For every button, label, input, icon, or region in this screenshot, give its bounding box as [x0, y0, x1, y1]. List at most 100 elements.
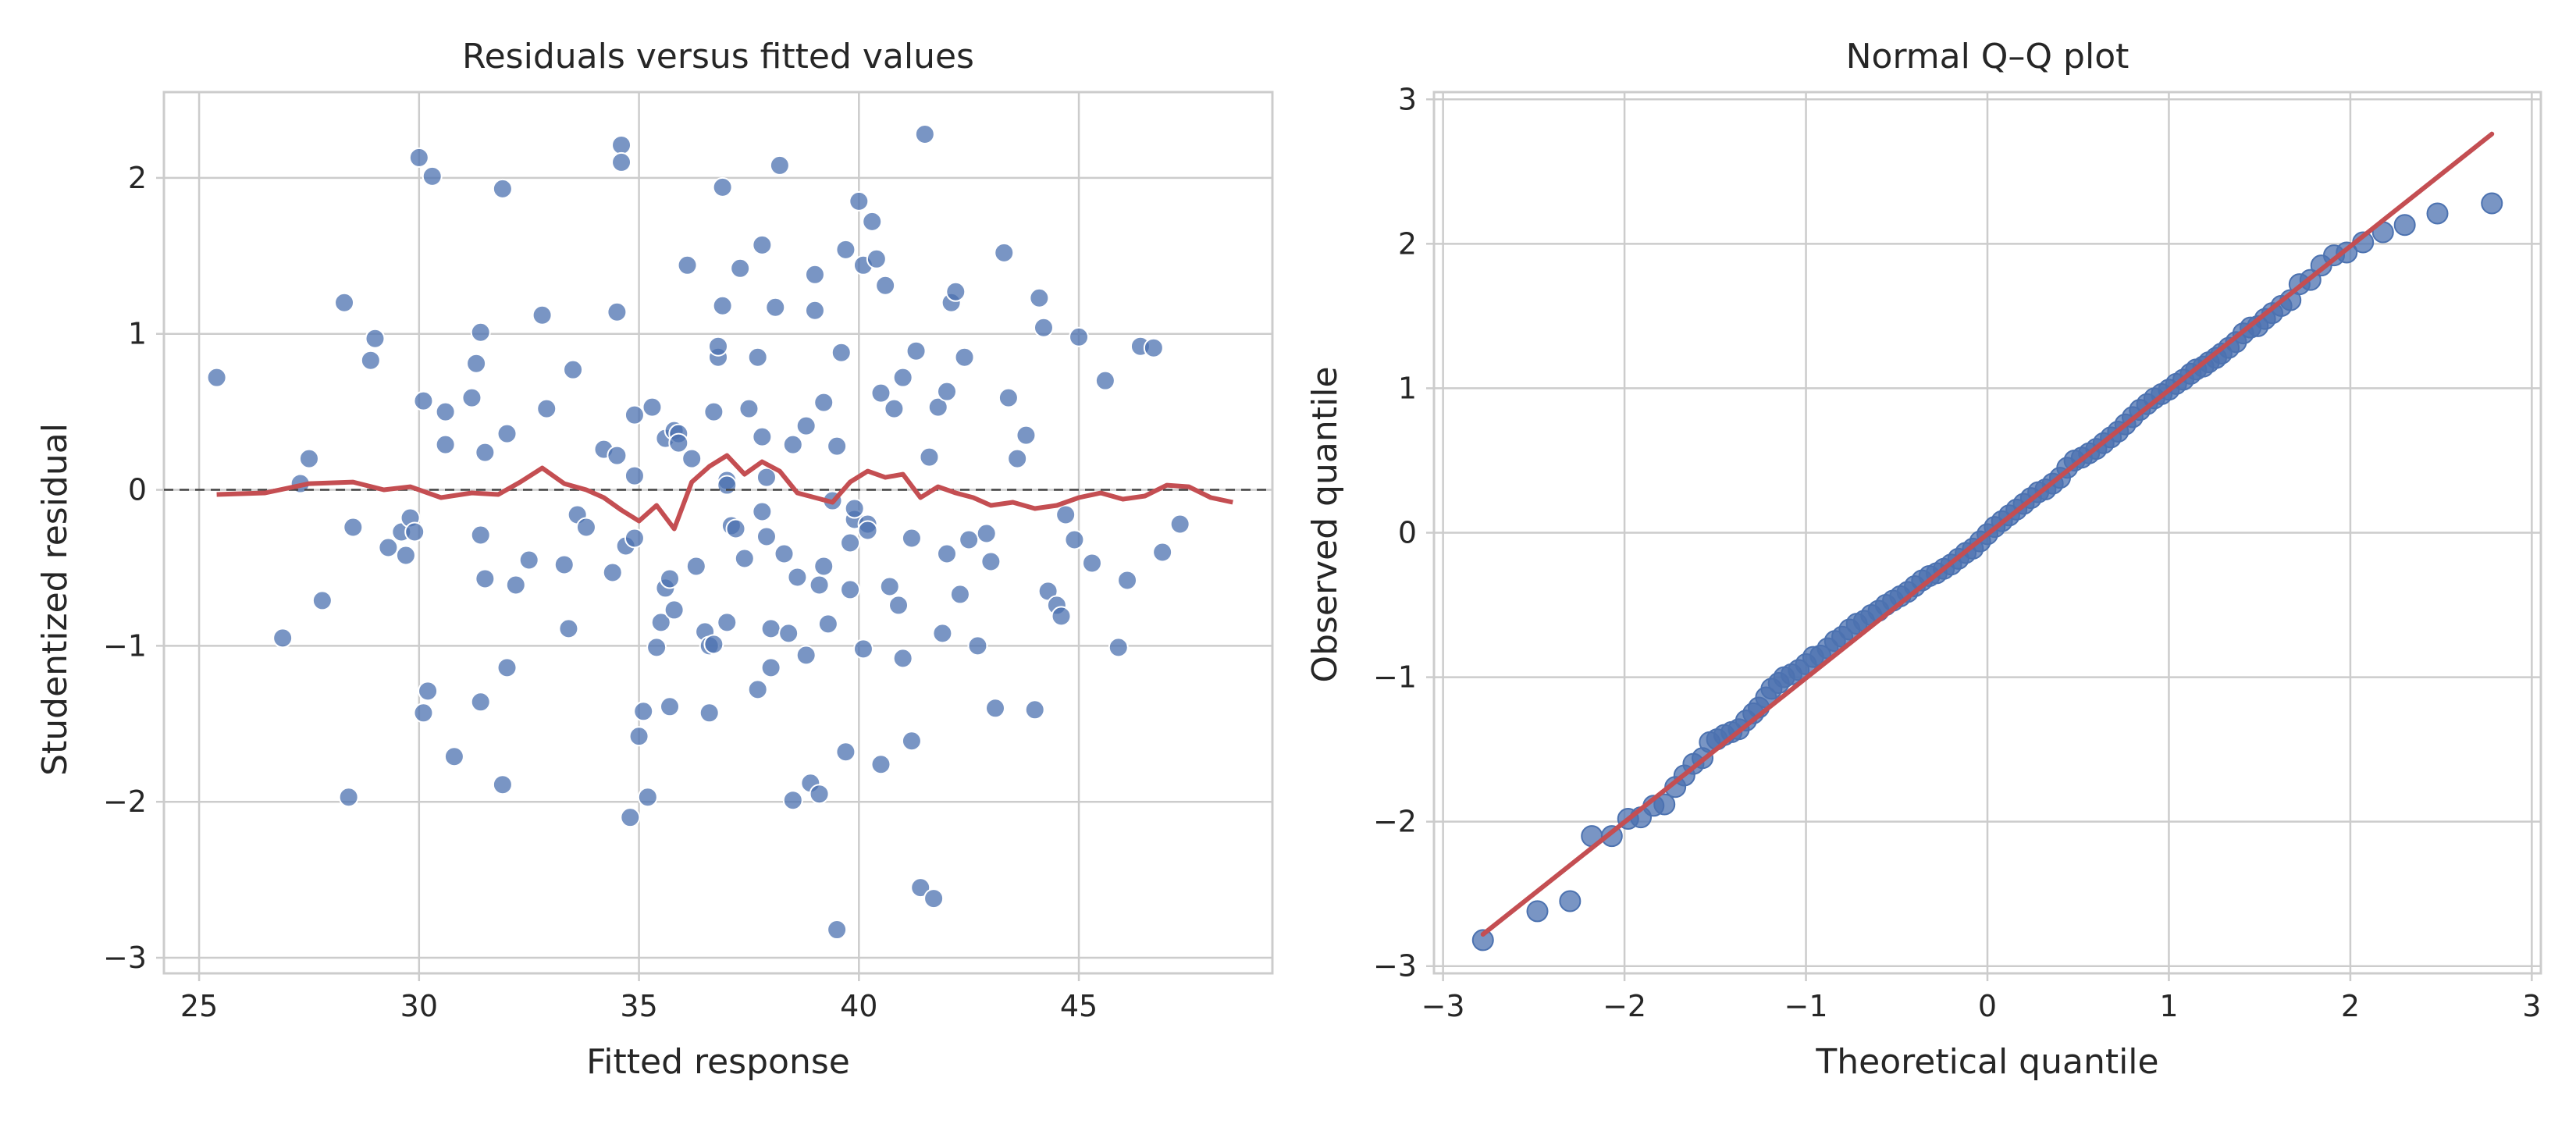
- residual-point: [949, 584, 970, 605]
- residual-point: [774, 543, 795, 564]
- qq-x-axis-label: Theoretical quantile: [1815, 1042, 2158, 1082]
- residual-point: [831, 342, 852, 363]
- qq-y-axis-label: Observed quantile: [1305, 366, 1345, 682]
- residual-point: [553, 554, 575, 575]
- residual-point: [914, 123, 935, 144]
- residual-point: [624, 404, 645, 425]
- residual-point: [1051, 606, 1072, 627]
- residual-point: [840, 532, 861, 553]
- qq-y-tick-label: 2: [1398, 226, 1417, 261]
- qq-y-tick-label: −1: [1373, 660, 1417, 695]
- residual-point: [875, 275, 896, 296]
- residual-point: [1064, 529, 1085, 550]
- residual-point: [769, 155, 790, 176]
- residual-point: [857, 520, 878, 541]
- residual-point: [852, 638, 873, 660]
- residual-point: [923, 888, 945, 909]
- residual-point: [443, 746, 464, 767]
- residual-point: [738, 398, 760, 419]
- residual-point: [910, 877, 931, 898]
- residual-point: [954, 347, 975, 368]
- residual-point: [870, 754, 891, 775]
- residual-point: [1029, 287, 1050, 308]
- residual-point: [642, 397, 663, 418]
- residual-point: [206, 367, 227, 388]
- residual-point: [998, 387, 1019, 408]
- residuals-y-tick-label: −3: [103, 941, 147, 975]
- residual-point: [418, 681, 439, 702]
- residual-point: [272, 628, 294, 649]
- residual-point: [725, 518, 746, 539]
- qq-point: [2426, 202, 2449, 225]
- residual-point: [994, 242, 1015, 263]
- qq-reference-line: [1480, 131, 2495, 937]
- qq-x-tick-label: 2: [2341, 989, 2360, 1023]
- residual-point: [435, 401, 456, 422]
- residual-point: [752, 426, 773, 447]
- residual-point: [813, 392, 834, 413]
- residual-point: [817, 614, 838, 635]
- residual-point: [959, 529, 980, 550]
- residual-point: [408, 147, 429, 168]
- qq-y-tick-label: 1: [1398, 371, 1417, 405]
- residual-point: [624, 465, 645, 486]
- residual-point: [967, 635, 988, 656]
- residuals-plot-frame: [162, 91, 1274, 975]
- residuals-x-axis-label: Fitted response: [586, 1042, 850, 1082]
- residual-point: [906, 340, 927, 361]
- residuals-y-tick-label: 1: [128, 317, 147, 351]
- residual-point: [338, 787, 359, 808]
- residual-point: [475, 442, 496, 463]
- residual-point: [712, 295, 733, 316]
- residual-point: [311, 590, 333, 611]
- residual-point: [708, 336, 728, 357]
- residual-point: [378, 537, 399, 558]
- residual-point: [747, 679, 768, 700]
- residual-point: [395, 545, 416, 566]
- residual-point: [919, 446, 940, 468]
- residual-point: [343, 517, 364, 538]
- qq-panel: Normal Q–Q plot Theoretical quantile Obs…: [1305, 37, 2542, 1082]
- residual-point: [607, 301, 628, 322]
- residual-point: [840, 579, 861, 600]
- residual-point: [804, 264, 825, 285]
- residual-point: [461, 387, 482, 408]
- residual-point: [985, 698, 1005, 719]
- qq-x-tick-label: −3: [1421, 989, 1465, 1023]
- residual-point: [879, 576, 900, 597]
- qq-point: [2481, 192, 2503, 215]
- residual-point: [1169, 514, 1190, 535]
- residuals-x-tick-label: 45: [1060, 989, 1098, 1023]
- residual-point: [668, 432, 689, 454]
- residual-point: [1069, 326, 1090, 347]
- residual-point: [505, 574, 526, 596]
- residual-point: [849, 190, 870, 212]
- residual-point: [717, 612, 738, 633]
- residual-point: [782, 434, 803, 455]
- residual-point: [1143, 337, 1164, 358]
- residual-point: [334, 292, 355, 313]
- residual-point: [809, 574, 830, 596]
- residual-point: [404, 521, 425, 542]
- residual-point: [717, 475, 738, 496]
- residual-point: [1007, 448, 1028, 469]
- residual-point: [413, 702, 434, 724]
- residuals-panel: Residuals versus fitted values Fitted re…: [35, 37, 1274, 1082]
- residual-point: [866, 248, 887, 269]
- residual-point: [532, 304, 553, 325]
- residual-point: [633, 701, 654, 722]
- residual-point: [752, 501, 773, 522]
- residual-point: [563, 359, 584, 380]
- residual-point: [827, 919, 848, 941]
- residual-point: [602, 562, 623, 583]
- qq-y-tick-label: −2: [1373, 805, 1417, 839]
- residual-point: [813, 556, 834, 577]
- residual-point: [681, 448, 703, 469]
- residual-point: [470, 322, 491, 343]
- qq-y-tick-label: 0: [1398, 516, 1417, 550]
- residual-point: [945, 281, 966, 302]
- qq-x-tick-label: −1: [1784, 989, 1828, 1023]
- residual-point: [685, 556, 706, 577]
- residual-point: [901, 528, 922, 549]
